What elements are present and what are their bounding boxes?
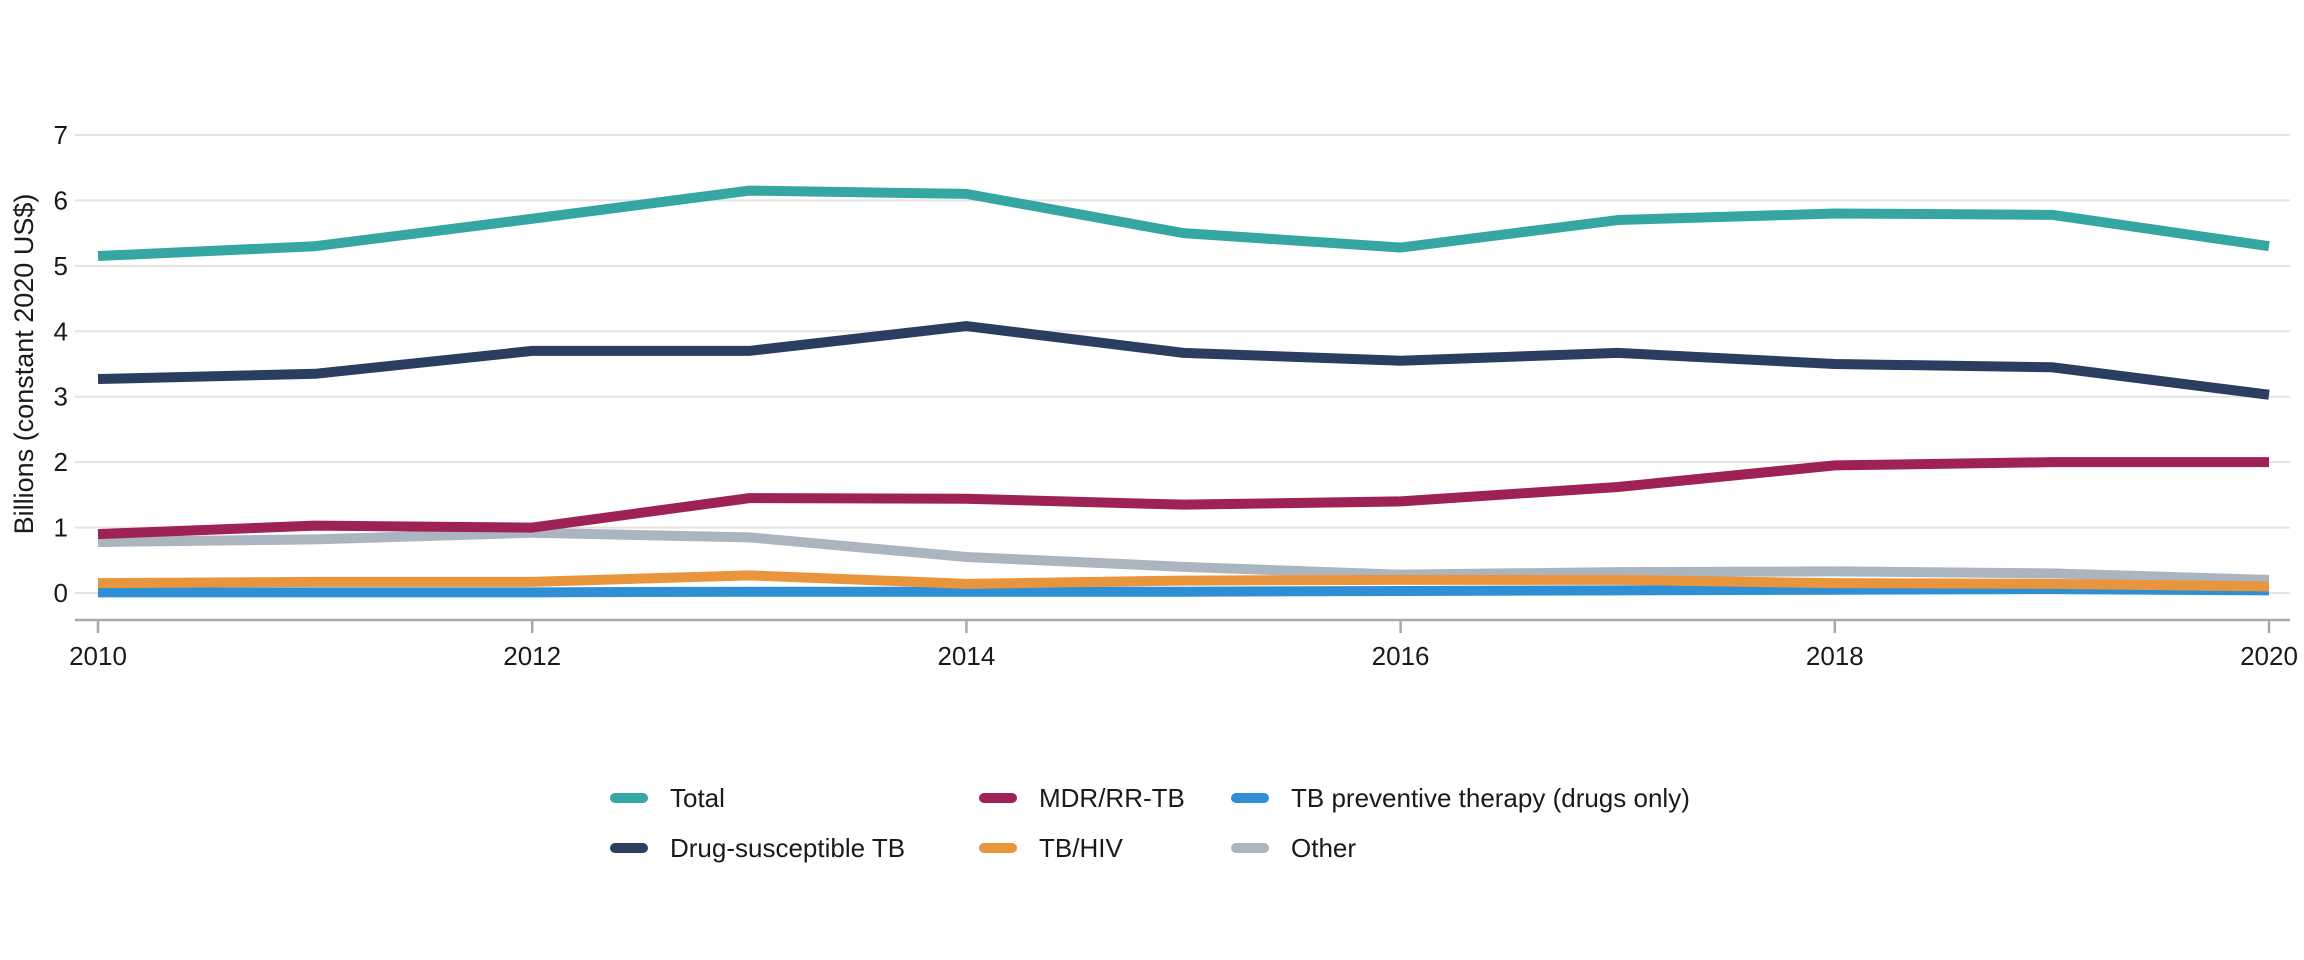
legend: Total MDR/RR-TB TB preventive therapy (dru…: [610, 773, 1690, 873]
legend-swatch-tb-hiv: [979, 843, 1017, 853]
tb-funding-line-chart: 0 1 2 3 4 5 6 7 2010 2012 2014 2016 2018 2020 Billio…: [9, 120, 2298, 671]
y-axis-title: Billions (constant 2020 US$): [9, 194, 39, 535]
legend-swatch-mdr-rr-tb: [979, 793, 1017, 803]
legend-label-other: Other: [1291, 832, 1357, 863]
legend-item-tb-preventive-therapy-drugs-only: TB preventive therapy (drugs only): [1231, 783, 1690, 814]
y-tick-label-0: 0: [54, 578, 68, 608]
x-tick-label-2014: 2014: [937, 641, 995, 671]
series-line-tb-hiv: [97, 570, 2270, 592]
legend-item-drug-susceptible-tb: Drug-susceptible TB: [610, 833, 979, 864]
legend-label-total: Total: [670, 782, 725, 813]
legend-swatch-tb-preventive-therapy-drugs-only: [1231, 793, 1269, 803]
series-lines: [97, 185, 2270, 598]
series-line-mdr-rr-tb: [97, 457, 2269, 540]
x-tick-label-2012: 2012: [503, 641, 561, 671]
legend-item-other: Other: [1231, 833, 1690, 864]
legend-label-mdr-rr-tb: MDR/RR-TB: [1039, 782, 1185, 813]
x-tick-label-2010: 2010: [69, 641, 127, 671]
legend-label-tb-preventive-therapy-drugs-only: TB preventive therapy (drugs only): [1291, 782, 1690, 813]
y-tick-label-1: 1: [54, 513, 68, 543]
y-tick-label-2: 2: [54, 447, 68, 477]
y-tick-label-4: 4: [54, 316, 68, 346]
x-tick-labels: 2010 2012 2014 2016 2018 2020: [69, 641, 2298, 671]
series-line-total: [97, 185, 2270, 262]
legend-item-tb-hiv: TB/HIV: [979, 833, 1231, 864]
axes: [75, 618, 2290, 633]
legend-label-tb-hiv: TB/HIV: [1039, 832, 1123, 863]
series-line-drug-susceptible-tb: [97, 321, 2270, 400]
y-tick-label-3: 3: [54, 382, 68, 412]
legend-item-total: Total: [610, 783, 979, 814]
x-tick-label-2018: 2018: [1806, 641, 1864, 671]
y-tick-label-7: 7: [54, 120, 68, 150]
y-tick-label-6: 6: [54, 185, 68, 215]
x-tick-label-2016: 2016: [1372, 641, 1430, 671]
y-tick-labels: 0 1 2 3 4 5 6 7: [54, 120, 68, 608]
legend-label-drug-susceptible-tb: Drug-susceptible TB: [670, 832, 906, 863]
legend-swatch-other: [1231, 843, 1269, 853]
legend-swatch-drug-susceptible-tb: [610, 843, 648, 853]
legend-swatch-total: [610, 793, 648, 803]
series-line-other: [97, 527, 2270, 585]
series-line-tb-preventive-therapy-drugs-only: [98, 584, 2270, 598]
x-tick-label-2020: 2020: [2240, 641, 2298, 671]
legend-item-mdr-rr-tb: MDR/RR-TB: [979, 783, 1231, 814]
y-tick-label-5: 5: [54, 251, 68, 281]
